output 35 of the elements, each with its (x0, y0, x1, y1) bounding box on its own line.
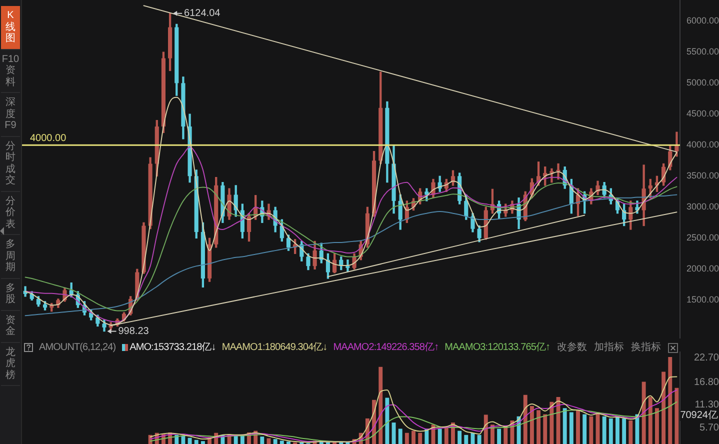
y-tick-label: 5500.00 (686, 46, 719, 57)
annotation: 加指标 (594, 342, 624, 353)
text: MAAMO3:120133.765亿↑ (444, 342, 550, 353)
text: MAAMO1:180649.304亿↓ (222, 342, 328, 353)
y-tick-label: 11.30 (694, 400, 719, 411)
annotation: 998.23 (118, 326, 150, 338)
y-tick-label: 6000.00 (686, 16, 719, 26)
text: 资金 (4, 314, 16, 338)
y-axis-title: 70924亿 (680, 410, 718, 421)
legend-title: AMOUNT(6,12,24) (39, 342, 116, 353)
y-tick-label: 3500.00 (686, 170, 719, 181)
y-tick-label: 5.70 (700, 422, 719, 434)
text: F10资料 (1, 54, 20, 88)
text: MAAMO2:149226.358亿↑ (333, 342, 439, 353)
y-tick-label: 2500.00 (686, 232, 719, 243)
legend-label: AMO:153733.218亿↓ (130, 342, 216, 353)
y-tick-label: 1500.00 (686, 294, 719, 305)
text: K线图 (4, 10, 16, 44)
y-tick-label: 5000.00 (686, 78, 719, 88)
annotation: 换指标 (631, 342, 661, 353)
text: 深度F9 (4, 97, 18, 132)
y-tick-label: 3000.00 (686, 202, 719, 212)
y-tick-label: 16.80 (694, 376, 719, 388)
y-tick-label: 4000.00 (686, 140, 719, 150)
text: 分时成交 (4, 140, 16, 186)
text: 分价表 (4, 196, 16, 230)
annotation: 6124.04 (184, 8, 221, 20)
y-tick-label: 22.70 (694, 352, 719, 364)
ref-line-label: 4000.00 (30, 132, 67, 144)
text: 龙虎榜 (4, 346, 16, 381)
annotation: 改参数 (557, 342, 587, 353)
text: 多股 (4, 282, 16, 306)
y-tick-label: 2000.00 (686, 264, 719, 274)
text: 多周期 (4, 239, 16, 274)
y-tick-label: 4500.00 (686, 108, 719, 119)
